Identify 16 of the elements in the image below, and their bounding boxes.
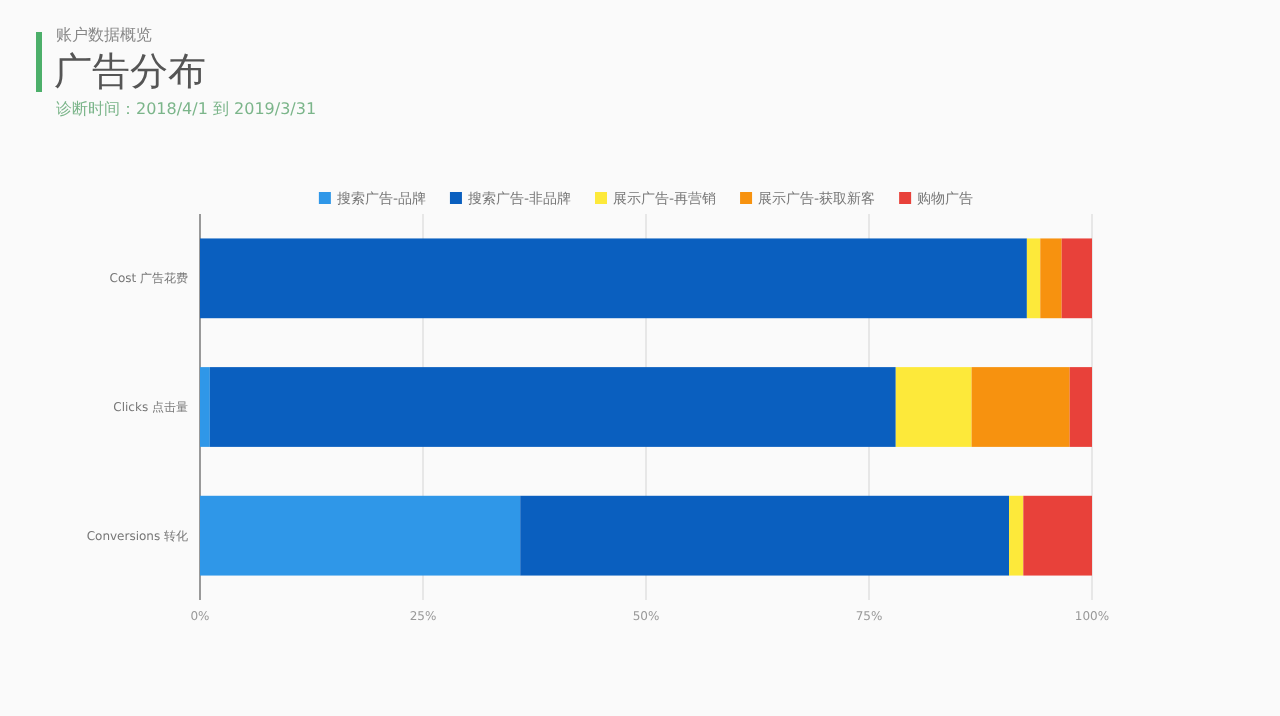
- chart-title: 广告分布: [54, 50, 206, 94]
- bar: [1026, 238, 1041, 319]
- bar: [1023, 495, 1092, 576]
- bar: [1061, 238, 1092, 319]
- bar: [209, 367, 896, 447]
- bar: [1009, 495, 1024, 576]
- text: 账户数据概览: [56, 26, 152, 44]
- bar: [520, 495, 1010, 576]
- bar: [200, 495, 521, 576]
- bar: [200, 238, 1027, 319]
- bar: [895, 367, 972, 447]
- bar: [1069, 367, 1092, 447]
- bar: [971, 367, 1070, 447]
- bar: [200, 367, 210, 447]
- bar: [1040, 238, 1062, 319]
- chart-subtitle: 诊断时间：2018/4/1 到 2019/3/31: [56, 100, 317, 118]
